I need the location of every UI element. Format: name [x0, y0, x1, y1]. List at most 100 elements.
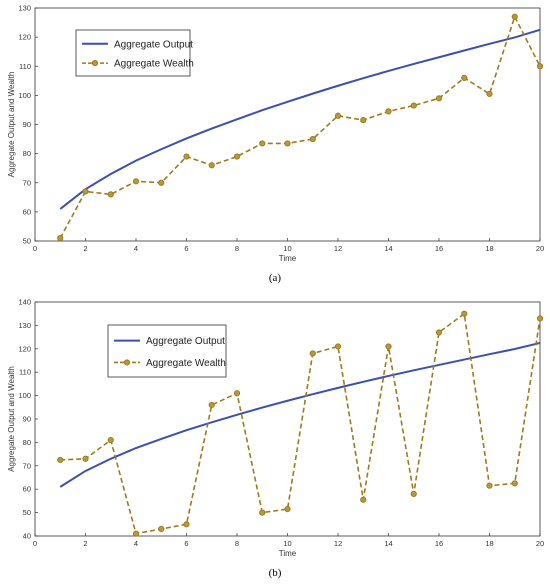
- data-point-aggregate-wealth: [284, 505, 291, 513]
- y-tick-label: 120: [18, 344, 31, 353]
- data-point-aggregate-wealth: [360, 117, 367, 124]
- data-point-aggregate-wealth: [410, 490, 417, 497]
- x-tick-label: 8: [235, 244, 239, 253]
- x-tick-label: 12: [334, 539, 342, 548]
- data-point-aggregate-wealth: [334, 343, 342, 350]
- legend-label-aggregate-output: Aggregate Output: [114, 39, 193, 50]
- y-tick-label: 110: [19, 62, 31, 71]
- legend-label-aggregate-wealth: Aggregate Wealth: [114, 59, 194, 70]
- data-point-aggregate-wealth: [435, 329, 443, 336]
- x-tick-label: 6: [184, 244, 188, 253]
- x-tick-label: 4: [134, 539, 138, 548]
- x-tick-label: 0: [33, 539, 37, 548]
- y-tick-label: 90: [23, 120, 31, 129]
- data-point-aggregate-wealth: [284, 140, 291, 147]
- data-point-aggregate-wealth: [511, 480, 518, 487]
- data-point-aggregate-wealth: [486, 482, 493, 489]
- chart-panel-a: 0 2 4 6 8 10 12 14 16 18 20 50 60 70 80 90 100 110 120 130 T…: [7, 4, 544, 285]
- x-tick-label: 16: [435, 244, 443, 253]
- y-tick-label: 140: [18, 298, 31, 307]
- y-axis-label: Aggregate Output and Wealth: [7, 72, 16, 178]
- y-tick-label: 60: [23, 485, 31, 494]
- series-line-aggregate-output: [59, 341, 541, 488]
- data-point-aggregate-wealth: [461, 310, 468, 317]
- y-tick-label: 50: [23, 237, 31, 246]
- data-point-aggregate-wealth: [107, 436, 114, 444]
- y-tick-label: 130: [18, 4, 31, 13]
- data-point-aggregate-wealth: [334, 112, 342, 119]
- data-point-aggregate-wealth: [233, 390, 241, 397]
- data-point-aggregate-wealth: [360, 496, 367, 503]
- x-tick-label: 4: [134, 244, 138, 253]
- x-tick-label: 2: [83, 244, 87, 253]
- x-tick-label: 20: [536, 539, 544, 548]
- data-point-aggregate-wealth: [57, 234, 64, 242]
- x-axis-label: Time: [279, 254, 297, 263]
- y-tick-label: 80: [23, 438, 31, 447]
- data-point-aggregate-wealth: [82, 455, 89, 462]
- x-tick-label: 12: [334, 244, 342, 253]
- data-point-aggregate-wealth: [511, 13, 518, 20]
- data-point-aggregate-wealth: [259, 509, 266, 516]
- y-tick-label: 60: [23, 207, 31, 216]
- data-point-aggregate-wealth: [82, 188, 89, 195]
- x-tick-label: 2: [83, 539, 87, 548]
- data-point-aggregate-wealth: [486, 90, 493, 98]
- x-tick-label: 0: [33, 244, 37, 253]
- data-point-aggregate-wealth: [536, 315, 544, 322]
- data-point-aggregate-wealth: [132, 530, 140, 537]
- data-point-aggregate-wealth: [385, 343, 392, 350]
- data-point-aggregate-wealth: [132, 178, 140, 185]
- data-point-aggregate-wealth: [208, 401, 215, 409]
- legend-marker-aggregate-wealth: [123, 359, 131, 366]
- series-line-aggregate-wealth: [59, 14, 541, 239]
- data-point-aggregate-wealth: [309, 135, 316, 143]
- y-tick-label: 40: [23, 532, 31, 541]
- y-tick-label: 100: [18, 391, 31, 400]
- data-point-aggregate-wealth: [435, 95, 443, 102]
- y-tick-label: 100: [18, 91, 31, 100]
- x-tick-label: 18: [485, 244, 493, 253]
- series-line-aggregate-output: [59, 28, 541, 210]
- x-tick-label: 10: [283, 539, 291, 548]
- legend-label-aggregate-wealth: Aggregate Wealth: [146, 358, 226, 369]
- data-point-aggregate-wealth: [233, 153, 241, 160]
- legend-marker-aggregate-wealth: [91, 60, 99, 67]
- y-tick-label: 70: [23, 178, 31, 187]
- legend-label-aggregate-output: Aggregate Output: [146, 336, 225, 347]
- y-tick-label: 110: [19, 368, 31, 377]
- chart-panel-b: 0 2 4 6 8 10 12 14 16 18 20 40 50 60 70 80 90 100 110 120 13…: [7, 298, 544, 580]
- series-line-aggregate-wealth: [60, 312, 541, 535]
- data-point-aggregate-wealth: [259, 140, 266, 147]
- data-point-aggregate-wealth: [107, 191, 114, 198]
- x-tick-label: 6: [184, 539, 188, 548]
- data-point-aggregate-wealth: [536, 63, 544, 70]
- y-tick-label: 120: [18, 33, 31, 42]
- data-point-aggregate-wealth: [57, 456, 64, 464]
- x-axis-label: Time: [279, 549, 297, 558]
- figure-caption: (a): [269, 272, 282, 284]
- y-tick-label: 80: [23, 149, 31, 158]
- x-tick-label: 18: [485, 539, 493, 548]
- y-axis-label: Aggregate Output and Wealth: [7, 366, 16, 472]
- data-point-aggregate-wealth: [183, 153, 190, 160]
- x-tick-label: 20: [536, 244, 544, 253]
- data-point-aggregate-wealth: [208, 162, 215, 169]
- y-tick-label: 130: [18, 321, 31, 330]
- legend-box: [107, 324, 227, 378]
- data-point-aggregate-wealth: [385, 108, 392, 115]
- data-point-aggregate-wealth: [158, 525, 165, 533]
- y-tick-label: 90: [23, 415, 31, 424]
- x-tick-label: 8: [235, 539, 239, 548]
- x-tick-label: 14: [384, 244, 392, 253]
- y-tick-label: 50: [23, 508, 31, 517]
- x-tick-label: 10: [283, 244, 291, 253]
- x-tick-label: 16: [435, 539, 443, 548]
- data-point-aggregate-wealth: [158, 179, 165, 186]
- figure-caption: (b): [269, 567, 282, 579]
- data-point-aggregate-wealth: [410, 102, 417, 109]
- legend-box: [75, 29, 191, 77]
- y-tick-label: 70: [23, 461, 31, 470]
- data-point-aggregate-wealth: [183, 521, 190, 528]
